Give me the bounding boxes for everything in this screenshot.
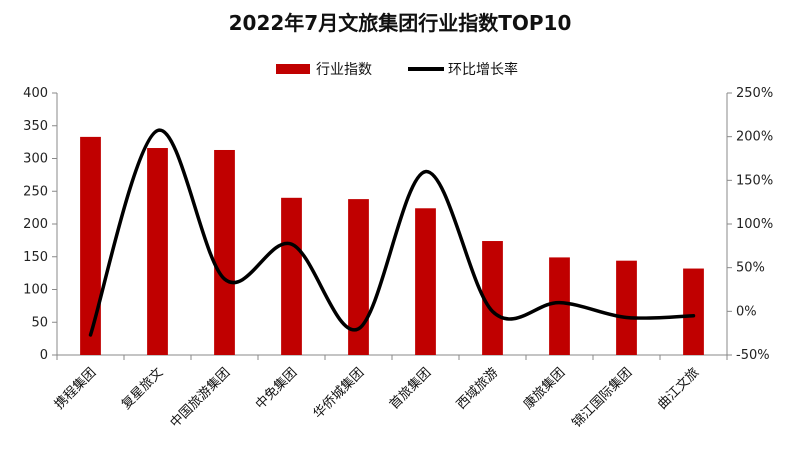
bar: [482, 241, 503, 355]
chart-title: 2022年7月文旅集团行业指数TOP10: [229, 11, 572, 35]
y-tick-left-label: 250: [23, 184, 48, 199]
x-tick-label: 中免集团: [252, 365, 300, 413]
x-tick-label: 首旅集团: [386, 365, 434, 413]
legend-label-bar: 行业指数: [316, 62, 372, 78]
bar: [348, 199, 369, 355]
legend-swatch-bar: [276, 64, 310, 74]
x-tick-label: 华侨城集团: [310, 365, 367, 422]
y-tick-right-label: -50%: [736, 348, 770, 363]
y-tick-right-label: 200%: [736, 130, 773, 145]
legend-label-line: 环比增长率: [448, 61, 518, 78]
x-tick-label: 锦江国际集团: [569, 365, 635, 431]
y-axis-right-ticks: -50% 0% 50% 100% 150% 200% 250%: [736, 86, 773, 363]
growth-rate-line: [88, 128, 696, 337]
y-tick-right-label: 150%: [736, 173, 773, 188]
bar: [281, 197, 302, 355]
axes: [52, 92, 732, 360]
bar: [214, 149, 235, 355]
y-tick-left-label: 50: [31, 315, 48, 330]
x-tick-label: 西域旅游: [454, 365, 501, 412]
legend: 行业指数 环比增长率: [276, 61, 518, 78]
line-series: [88, 128, 696, 337]
y-tick-left-label: 300: [23, 152, 48, 167]
y-tick-left-label: 200: [23, 217, 48, 232]
y-tick-left-label: 150: [23, 250, 48, 265]
bar: [147, 148, 168, 355]
x-tick-label: 中国旅游集团: [167, 365, 233, 431]
x-axis-labels: 携程集团 复星旅文 中国旅游集团 中免集团 华侨城集团 首旅集团 西域旅游 康旅集团 锦江国际集…: [51, 365, 702, 431]
bar: [415, 208, 436, 355]
bar-series: [80, 136, 704, 355]
y-tick-right-label: 0%: [736, 304, 757, 319]
y-tick-left-label: 100: [23, 283, 48, 298]
bar: [683, 268, 704, 355]
y-tick-right-label: 50%: [736, 261, 765, 276]
x-tick-label: 康旅集团: [520, 365, 568, 413]
y-tick-right-label: 250%: [736, 86, 773, 101]
y-tick-left-label: 350: [23, 119, 48, 134]
y-tick-left-label: 0: [40, 348, 48, 363]
y-tick-right-label: 100%: [736, 217, 773, 232]
y-tick-left-label: 400: [23, 86, 48, 101]
bar: [616, 260, 637, 355]
bar: [549, 257, 570, 355]
x-tick-label: 曲江文旅: [655, 365, 702, 412]
x-tick-label: 复星旅文: [119, 365, 166, 412]
bar: [80, 136, 101, 355]
y-axis-left-ticks: 0 50 100 150 200 250 300 350 400: [23, 86, 48, 363]
x-tick-label: 携程集团: [51, 365, 99, 413]
